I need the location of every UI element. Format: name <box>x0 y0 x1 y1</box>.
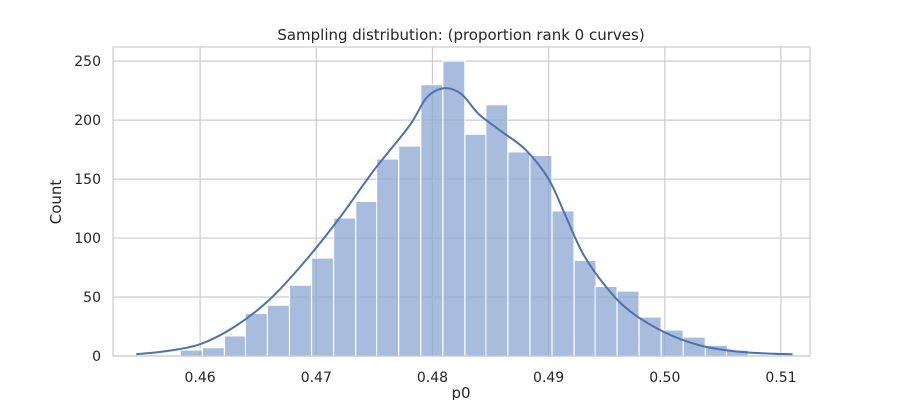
x-tick-label: 0.47 <box>301 370 332 386</box>
y-tick-labels: 0 50 100 150 200 250 <box>74 54 101 365</box>
x-tick-label: 0.50 <box>649 370 680 386</box>
x-tick-label: 0.48 <box>417 370 448 386</box>
histogram-bar <box>507 151 531 357</box>
plot-frame <box>112 46 811 357</box>
histogram-bar <box>660 329 684 357</box>
chart-title: Sampling distribution: (proportion rank … <box>277 26 644 44</box>
histogram-bar <box>464 133 488 357</box>
histogram-bar <box>311 257 334 357</box>
x-tick-label: 0.46 <box>185 370 216 386</box>
histogram-bar <box>355 201 379 357</box>
y-axis-label: Count <box>47 180 65 225</box>
x-tick-label: 0.51 <box>765 370 796 386</box>
y-tick-label: 250 <box>74 54 101 70</box>
histogram-bar <box>201 347 225 357</box>
histogram-bar <box>179 349 203 357</box>
x-tick-label: 0.49 <box>533 370 564 386</box>
histogram-bar <box>267 304 290 357</box>
x-axis-label: p0 <box>451 384 470 400</box>
y-tick-label: 150 <box>74 172 101 188</box>
x-tick-labels: 0.46 0.47 0.48 0.49 0.50 0.51 <box>185 370 797 386</box>
histogram-bar <box>420 84 444 357</box>
y-tick-label: 50 <box>83 290 101 306</box>
y-tick-label: 100 <box>74 231 101 247</box>
y-tick-label: 0 <box>92 349 101 365</box>
histogram-bar <box>376 158 400 357</box>
histogram-bar <box>573 259 597 357</box>
histogram-bar <box>529 155 553 357</box>
histogram-bar <box>485 104 509 357</box>
y-tick-label: 200 <box>74 113 101 129</box>
histogram-bar <box>224 335 247 357</box>
histogram-bar <box>333 217 357 357</box>
histogram-bar <box>442 60 466 357</box>
histogram-bar <box>289 284 312 357</box>
histogram-bar <box>244 313 268 357</box>
histogram-bar <box>638 316 662 357</box>
histogram-bar <box>616 290 640 357</box>
histogram-bar <box>551 210 575 357</box>
histogram-bars <box>179 60 771 357</box>
kde-curve <box>136 87 793 356</box>
histogram-bar <box>398 145 422 357</box>
